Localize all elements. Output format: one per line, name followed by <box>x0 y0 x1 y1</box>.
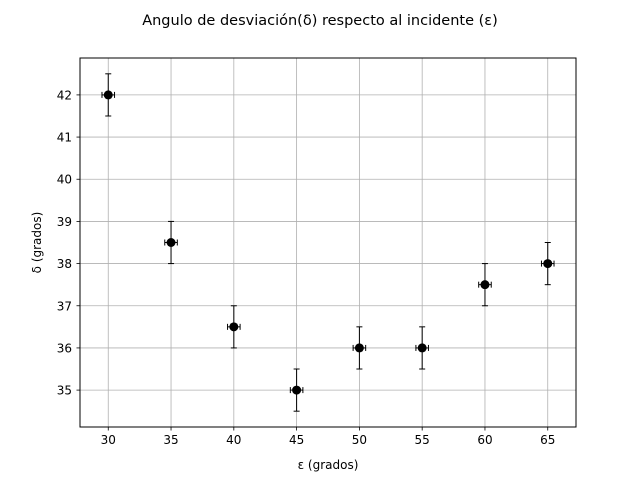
data-point <box>480 280 490 290</box>
data-point <box>166 238 176 247</box>
x-tick-label: 30 <box>101 433 116 447</box>
data-point <box>292 385 302 395</box>
data-points <box>101 73 555 412</box>
chart-title: Angulo de desviación(δ) respecto al inci… <box>142 13 498 29</box>
y-tick-label: 42 <box>57 88 72 102</box>
data-point-group <box>289 368 304 412</box>
x-tick-label: 50 <box>352 433 367 447</box>
y-tick-label: 39 <box>57 215 72 229</box>
data-point-group <box>352 326 367 370</box>
x-tick-label: 45 <box>289 433 304 447</box>
y-tick-label: 35 <box>57 384 72 398</box>
axis-ticks: 30 35 40 45 50 55 60 65 35 36 37 38 39 40 41 42 <box>57 88 556 447</box>
data-point <box>229 322 239 332</box>
grid <box>80 58 576 427</box>
y-tick-label: 40 <box>57 173 72 187</box>
data-point <box>417 343 427 353</box>
data-point <box>354 343 364 353</box>
x-tick-label: 60 <box>477 433 492 447</box>
x-axis-label: ε (grados) <box>298 458 359 472</box>
data-point <box>543 259 553 269</box>
data-point-group <box>478 263 492 307</box>
data-point-group <box>415 326 429 370</box>
x-tick-label: 65 <box>540 433 555 447</box>
y-tick-label: 41 <box>57 131 72 145</box>
data-point-group <box>227 305 241 349</box>
y-tick-label: 37 <box>57 299 72 313</box>
plot-area-frame <box>79 57 577 428</box>
x-tick-label: 55 <box>415 433 430 447</box>
x-tick-label: 35 <box>163 433 178 447</box>
data-point <box>103 90 113 100</box>
data-point-group <box>540 242 555 286</box>
data-point-group <box>101 73 116 117</box>
y-axis-label: δ (grados) <box>30 212 44 274</box>
data-point-group <box>164 220 178 265</box>
x-tick-label: 40 <box>226 433 241 447</box>
y-tick-label: 36 <box>57 341 72 355</box>
y-tick-label: 38 <box>57 257 72 271</box>
